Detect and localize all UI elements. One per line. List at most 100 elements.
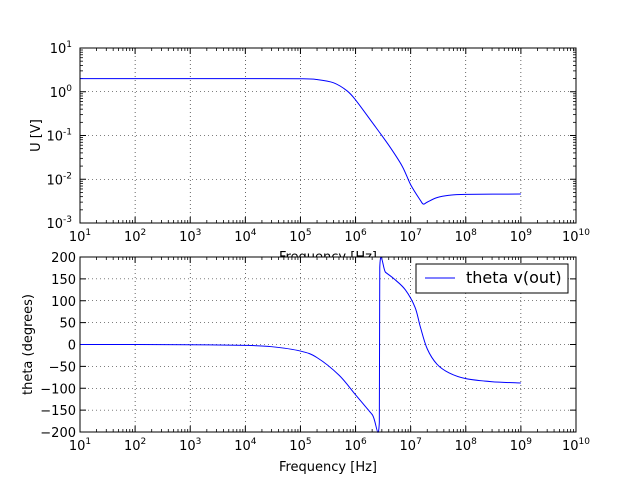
tick-exponent: 8 <box>471 437 477 447</box>
phase-x-tick-label: 1010 <box>562 437 590 454</box>
tick-exponent: 6 <box>361 437 367 447</box>
phase-plot-frame <box>79 256 577 433</box>
magnitude-x-tick-label: 106 <box>344 228 367 245</box>
tick-base: 10 <box>50 42 67 57</box>
tick-base: 10 <box>344 439 361 454</box>
magnitude-x-tick-label: 108 <box>455 228 478 245</box>
magnitude-plot: 101 102 103 104 105 106 107 108 109 1010 10-310-2… <box>29 40 590 265</box>
legend: theta v(out) <box>415 263 569 294</box>
legend-label: theta v(out) <box>466 268 562 287</box>
tick-base: 10 <box>455 439 472 454</box>
phase-y-tick-label: −200 <box>40 426 76 441</box>
tick-exponent: 0 <box>66 84 72 94</box>
tick-exponent: 3 <box>196 437 202 447</box>
tick-base: 10 <box>510 230 527 245</box>
tick-base: 10 <box>400 230 417 245</box>
tick-exponent: 1 <box>66 40 72 50</box>
tick-base: 10 <box>50 86 67 101</box>
phase-y-tick-label: 50 <box>59 317 76 332</box>
tick-base: 10 <box>69 439 86 454</box>
tick-exponent: 5 <box>306 437 312 447</box>
magnitude-grid <box>80 48 576 223</box>
phase-x-tick-label: 104 <box>234 437 257 454</box>
phase-x-tick-label: 105 <box>289 437 311 454</box>
magnitude-x-tick-label: 101 <box>69 228 91 245</box>
phase-y-tick-label: 100 <box>51 295 76 310</box>
magnitude-x-tick-label: 103 <box>179 228 201 245</box>
tick-exponent: 4 <box>251 228 257 238</box>
phase-y-axis-label: theta (degrees) <box>21 294 36 395</box>
phase-plot: 101 102 103 104 105 106 107 108 109 1010 20015010… <box>21 251 590 475</box>
magnitude-y-axis-label: U [V] <box>29 119 44 152</box>
tick-base: 10 <box>562 230 579 245</box>
tick-base: 10 <box>234 230 251 245</box>
tick-exponent: 2 <box>141 228 147 238</box>
tick-base: 10 <box>289 439 306 454</box>
tick-exponent: 6 <box>361 228 367 238</box>
tick-exponent: 10 <box>579 228 591 238</box>
tick-exponent: 9 <box>526 228 532 238</box>
tick-base: 10 <box>510 439 527 454</box>
magnitude-series <box>80 78 521 205</box>
magnitude-x-tick-label: 107 <box>400 228 422 245</box>
tick-exponent: 9 <box>526 437 532 447</box>
magnitude-x-tick-label: 1010 <box>562 228 590 245</box>
tick-exponent: 7 <box>416 437 422 447</box>
magnitude-x-tick-label: 104 <box>234 228 257 245</box>
magnitude-x-tick-label: 102 <box>124 228 146 245</box>
tick-base: 10 <box>124 439 141 454</box>
tick-base: 10 <box>234 439 251 454</box>
tick-exponent: 7 <box>416 228 422 238</box>
phase-series-line <box>79 256 521 433</box>
magnitude-series-line <box>80 78 521 205</box>
phase-x-tick-label: 107 <box>400 437 422 454</box>
tick-exponent: -2 <box>63 171 72 181</box>
phase-y-tick-label: 200 <box>51 251 76 266</box>
magnitude-x-tick-label: 109 <box>510 228 533 245</box>
phase-x-tick-label: 108 <box>455 437 478 454</box>
tick-base: 10 <box>179 230 196 245</box>
tick-base: 10 <box>69 230 86 245</box>
phase-y-tick-label: 150 <box>51 273 76 288</box>
phase-x-tick-label: 102 <box>124 437 146 454</box>
tick-exponent: 3 <box>196 228 202 238</box>
tick-exponent: -1 <box>63 128 72 138</box>
phase-series <box>79 256 521 433</box>
phase-y-tick-label: 0 <box>68 339 76 354</box>
magnitude-y-tick-label: 100 <box>50 84 73 101</box>
tick-base: 10 <box>400 439 417 454</box>
tick-exponent: -3 <box>63 215 72 225</box>
magnitude-y-tick-label: 101 <box>50 40 72 57</box>
magnitude-y-tick-label: 10-2 <box>46 171 72 188</box>
phase-y-tick-label: −150 <box>40 404 76 419</box>
phase-grid <box>80 257 576 432</box>
tick-exponent: 2 <box>141 437 147 447</box>
magnitude-plot-frame <box>79 47 577 224</box>
tick-exponent: 4 <box>251 437 257 447</box>
phase-x-tick-label: 106 <box>344 437 367 454</box>
tick-base: 10 <box>455 230 472 245</box>
tick-base: 10 <box>46 130 63 145</box>
tick-base: 10 <box>562 439 579 454</box>
magnitude-x-tick-labels: 101 102 103 104 105 106 107 108 109 1010 <box>69 228 590 245</box>
tick-exponent: 1 <box>85 437 91 447</box>
phase-x-axis-label: Frequency [Hz] <box>279 460 377 475</box>
phase-x-tick-label: 109 <box>510 437 533 454</box>
phase-x-tick-labels: 101 102 103 104 105 106 107 108 109 1010 <box>69 437 590 454</box>
magnitude-y-tick-label: 10-1 <box>46 128 72 145</box>
tick-exponent: 1 <box>85 228 91 238</box>
phase-y-tick-labels: 200 150 100 50 0 −50 −100 −150 −200 <box>40 251 76 441</box>
phase-x-tick-label: 101 <box>69 437 91 454</box>
phase-x-tick-label: 103 <box>179 437 201 454</box>
magnitude-x-tick-label: 105 <box>289 228 311 245</box>
magnitude-y-tick-label: 10-3 <box>46 215 72 232</box>
tick-exponent: 8 <box>471 228 477 238</box>
tick-base: 10 <box>179 439 196 454</box>
phase-y-tick-label: −100 <box>40 382 76 397</box>
tick-base: 10 <box>124 230 141 245</box>
tick-exponent: 5 <box>306 228 312 238</box>
tick-exponent: 10 <box>579 437 591 447</box>
phase-y-tick-label: −50 <box>49 360 76 375</box>
tick-base: 10 <box>289 230 306 245</box>
